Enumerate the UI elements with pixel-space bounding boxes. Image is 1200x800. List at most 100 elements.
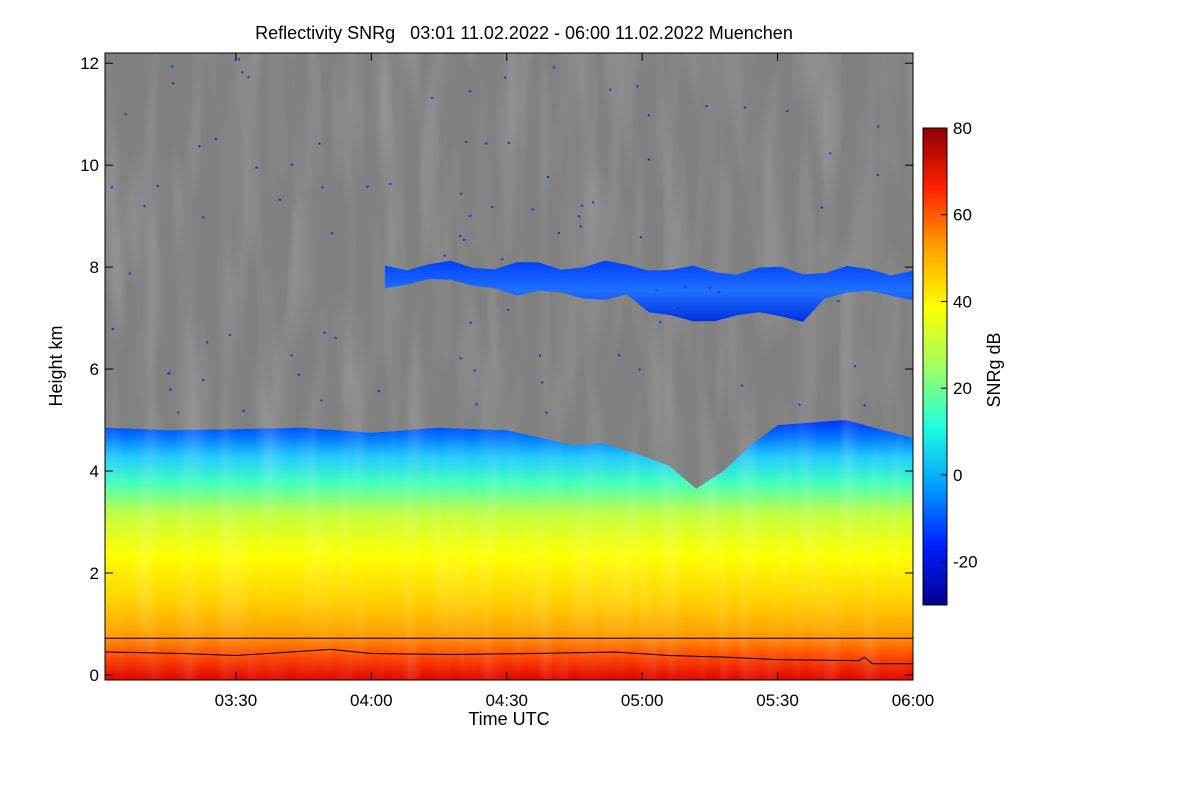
noise-speckle xyxy=(278,198,281,201)
upper-cloud-signal xyxy=(384,260,913,322)
colorbar: -20 0 20 40 60 80 SNRg dB xyxy=(922,119,1004,606)
noise-speckle xyxy=(829,152,832,155)
noise-speckle xyxy=(639,236,642,239)
y-axis-label: Height km xyxy=(46,325,66,406)
noise-speckle xyxy=(169,388,172,391)
colorbar-tick-label: 0 xyxy=(953,466,962,485)
noise-speckle xyxy=(708,286,711,289)
noise-speckle xyxy=(430,96,433,99)
noise-speckle xyxy=(460,192,463,195)
noise-speckle xyxy=(177,411,180,414)
x-axis: 03:30 04:00 04:30 05:00 05:30 06:00 xyxy=(215,53,934,710)
noise-speckle xyxy=(110,186,113,189)
colorbar-ticks: -20 0 20 40 60 80 xyxy=(941,119,978,572)
noise-speckle xyxy=(468,90,471,93)
noise-speckle xyxy=(463,238,466,241)
colorbar-tick-label: 20 xyxy=(953,379,972,398)
noise-speckle xyxy=(167,372,170,375)
noise-speckle xyxy=(705,105,708,108)
y-tick-label: 4 xyxy=(90,462,99,481)
noise-speckle xyxy=(297,373,300,376)
noise-speckle xyxy=(459,235,462,237)
noise-speckle xyxy=(171,65,174,68)
noise-speckle xyxy=(659,321,662,324)
x-axis-label: Time UTC xyxy=(468,709,549,729)
noise-speckle xyxy=(545,411,548,414)
y-tick-label: 10 xyxy=(80,156,99,175)
noise-speckle xyxy=(837,300,840,302)
noise-speckle xyxy=(238,58,240,61)
noise-speckle xyxy=(241,71,244,74)
x-tick-label: 03:30 xyxy=(215,691,258,710)
noise-speckle xyxy=(531,208,534,211)
noise-speckle xyxy=(609,88,612,91)
x-tick-label: 05:00 xyxy=(621,691,664,710)
noise-speckle xyxy=(853,365,856,368)
noise-speckle xyxy=(214,137,217,140)
noise-speckle xyxy=(539,354,541,357)
noise-speckle xyxy=(501,258,504,261)
noise-speckle xyxy=(743,106,746,109)
noise-speckle xyxy=(741,384,744,387)
noise-speckle xyxy=(485,142,488,145)
noise-speckle xyxy=(334,336,337,339)
x-tick-label: 04:00 xyxy=(350,691,393,710)
noise-speckle xyxy=(377,390,380,393)
noise-speckle xyxy=(198,145,201,148)
noise-speckle xyxy=(581,204,584,207)
noise-speckle xyxy=(553,66,556,69)
noise-speckle xyxy=(206,341,209,344)
noise-speckle xyxy=(443,254,446,257)
noise-speckle xyxy=(507,141,510,144)
noise-speckle xyxy=(291,163,294,166)
noise-speckle xyxy=(647,158,650,161)
noise-speckle xyxy=(557,232,560,234)
noise-speckle xyxy=(541,381,544,384)
noise-speckle xyxy=(718,291,721,294)
noise-speckle xyxy=(124,113,127,116)
noise-speckle xyxy=(504,76,507,79)
chart-title: Reflectivity SNRg 03:01 11.02.2022 - 06:… xyxy=(255,23,793,43)
noise-speckle xyxy=(491,206,494,208)
colorbar-tick-label: -20 xyxy=(953,553,978,572)
noise-speckle xyxy=(143,205,146,208)
noise-speckle xyxy=(202,216,205,219)
noise-speckle xyxy=(473,369,476,372)
noise-speckle xyxy=(172,82,174,85)
noise-speckle xyxy=(465,141,468,143)
noise-speckle xyxy=(290,354,293,357)
noise-speckle xyxy=(320,399,323,402)
plot-frame xyxy=(104,52,914,681)
y-tick-label: 8 xyxy=(90,258,99,277)
noise-speckle xyxy=(255,166,258,169)
plot-area xyxy=(105,53,913,680)
noise-speckle xyxy=(578,215,581,218)
y-axis: 0 2 4 6 8 10 12 xyxy=(80,54,913,685)
noise-speckle xyxy=(323,331,326,334)
y-tick-label: 0 xyxy=(90,666,99,685)
noise-speckle xyxy=(636,85,639,88)
noise-speckle xyxy=(647,114,650,117)
noise-speckle xyxy=(877,125,880,128)
colorbar-tick-label: 40 xyxy=(953,292,972,311)
noise-speckle xyxy=(592,201,595,204)
y-tick-label: 12 xyxy=(80,54,99,73)
noise-speckle xyxy=(330,232,333,235)
boundary-layer-line xyxy=(105,648,913,665)
noise-speckle xyxy=(786,110,789,112)
x-tick-label: 05:30 xyxy=(756,691,799,710)
noise-speckle xyxy=(798,403,801,406)
noise-speckle xyxy=(242,409,245,412)
noise-speckles xyxy=(110,58,880,414)
colorbar-label: SNRg dB xyxy=(984,332,1004,407)
noise-speckle xyxy=(247,75,250,78)
noise-speckle xyxy=(366,185,369,188)
noise-speckle xyxy=(618,354,621,357)
noise-speckle xyxy=(469,321,472,324)
noise-speckle xyxy=(229,333,232,336)
texture-overlay xyxy=(105,53,913,680)
noise-speckle xyxy=(684,286,687,289)
noise-speckle xyxy=(638,368,641,371)
noise-speckle xyxy=(202,379,205,381)
